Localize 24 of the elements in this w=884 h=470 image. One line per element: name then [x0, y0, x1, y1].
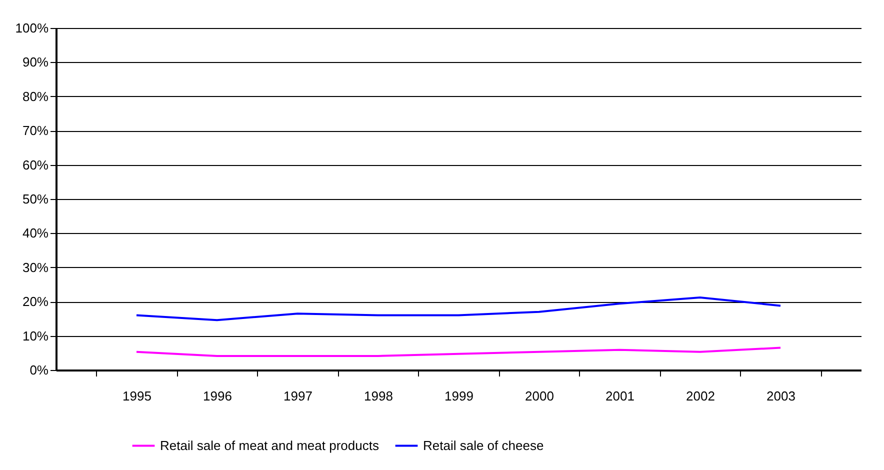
x-tick-label: 2000	[525, 388, 554, 404]
x-tick-label: 2002	[686, 388, 715, 404]
y-tick-label: 10%	[22, 328, 49, 344]
x-tick-label: 1996	[203, 388, 232, 404]
x-tick-label: 1998	[364, 388, 393, 404]
x-tick-label: 1997	[284, 388, 312, 404]
y-tick-label: 20%	[22, 294, 49, 310]
legend-label: Retail sale of cheese	[423, 438, 544, 453]
y-tick-label: 50%	[22, 192, 49, 206]
y-tick-label: 60%	[22, 157, 49, 172]
y-tick-label: 80%	[22, 88, 49, 104]
y-tick-label: 70%	[22, 123, 49, 138]
x-tick-label: 2001	[606, 388, 634, 404]
x-tick-label: 1999	[444, 388, 474, 404]
y-tick-label: 0%	[30, 362, 49, 378]
y-tick-label: 90%	[22, 54, 49, 70]
legend-label: Retail sale of meat and meat products	[160, 438, 380, 453]
line-series	[136, 346, 782, 357]
y-tick-label: 100%	[15, 20, 49, 36]
x-tick-label: 2003	[766, 388, 796, 404]
y-tick-label: 30%	[22, 260, 49, 275]
line-series	[136, 296, 782, 322]
x-tick-label: 1995	[122, 388, 152, 404]
y-tick-label: 40%	[22, 226, 49, 241]
